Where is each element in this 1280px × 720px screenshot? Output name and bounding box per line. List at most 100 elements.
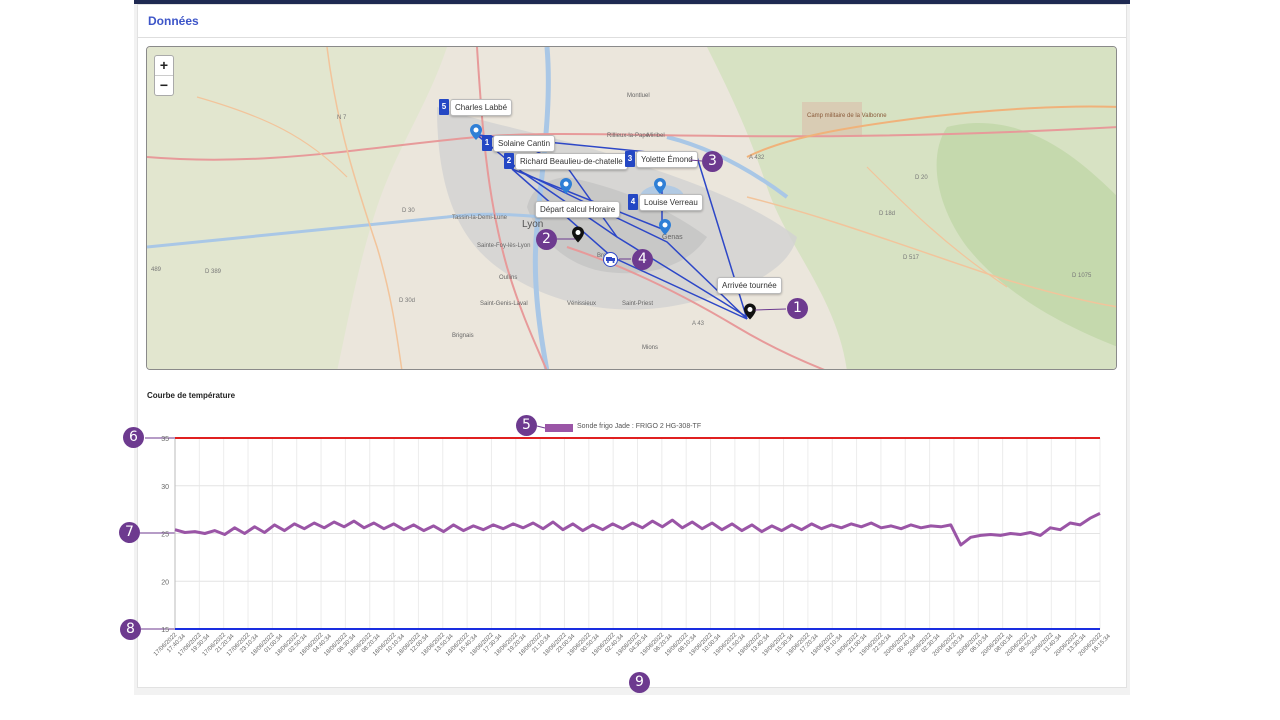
map-place-label: Bron	[597, 253, 610, 259]
y-tick-label: 15	[161, 627, 169, 634]
callout-9: 9	[629, 672, 650, 693]
stop-number-badge: 5	[439, 99, 449, 115]
map-place-label: Sainte-Foy-lès-Lyon	[477, 243, 530, 249]
stop-label[interactable]: Solaine Cantin	[493, 135, 556, 152]
map-place-label: Miribel	[647, 133, 665, 139]
temperature-chart: 15 20 25 30 35 17/06/202217:40:3417/06/202219…	[153, 436, 1112, 658]
y-tick-label: 25	[161, 532, 169, 539]
map-place-label: Tassin-la-Demi-Lune	[452, 215, 508, 221]
temperature-series-line	[174, 512, 1101, 547]
arrival-marker-icon[interactable]	[744, 303, 756, 320]
callout-1: 1	[787, 298, 808, 319]
map-road-label: A 432	[749, 155, 765, 161]
stop-number-badge: 4	[628, 194, 638, 210]
legend-swatch[interactable]	[545, 424, 573, 432]
y-tick-label: 30	[161, 484, 169, 491]
zoom-out-button[interactable]: −	[155, 75, 173, 95]
stop-label[interactable]: Louise Verreau	[639, 194, 703, 211]
map-place-label: Lyon	[522, 219, 543, 230]
stop-label[interactable]: Richard Beaulieu-de-chatelle	[515, 153, 628, 170]
map-road-label: D 1075	[1072, 273, 1092, 279]
map-place-label: Mions	[642, 345, 658, 351]
y-tick-label: 35	[161, 436, 169, 443]
zoom-in-button[interactable]: +	[159, 57, 169, 73]
map-road-label: 489	[151, 267, 162, 273]
map-place-label: Vénissieux	[567, 301, 596, 307]
map-place-label: Oullins	[499, 275, 517, 281]
map-marker-icon[interactable]	[560, 178, 572, 194]
callout-6: 6	[123, 427, 144, 448]
depart-label[interactable]: Départ calcul Horaire	[535, 201, 621, 218]
map-marker-icon[interactable]	[654, 178, 666, 194]
callout-8: 8	[120, 619, 141, 640]
card-title: Données	[148, 14, 199, 28]
truck-icon[interactable]	[603, 252, 618, 267]
map-road-label: N 7	[337, 115, 347, 121]
callout-5: 5	[516, 415, 537, 436]
map-marker-icon[interactable]	[470, 124, 482, 140]
stop-number-badge: 2	[504, 153, 514, 169]
chart-title: Courbe de température	[147, 391, 236, 400]
callout-7: 7	[119, 522, 140, 543]
map-road-label: D 30	[402, 208, 415, 214]
stop-label[interactable]: Charles Labbé	[450, 99, 513, 116]
stop-number-badge: 1	[482, 135, 492, 151]
callout-4: 4	[632, 249, 653, 270]
map-place-label: Montluel	[627, 93, 650, 99]
route-map[interactable]: Lyon Rillieux-la-Pape Genas Vénissieux S…	[146, 46, 1117, 370]
card-divider	[138, 37, 1126, 38]
map-road-label: D 30d	[399, 298, 415, 304]
callout-2: 2	[536, 229, 557, 250]
stop-number-badge: 3	[625, 151, 635, 167]
stop-label[interactable]: Yolette Émond	[636, 151, 698, 168]
map-road-label: A 43	[692, 321, 705, 327]
map-place-label: Brignais	[452, 333, 474, 339]
zoom-control: + −	[154, 55, 174, 96]
y-tick-label: 20	[161, 579, 169, 586]
legend-label[interactable]: Sonde frigo Jade : FRIGO 2 HG-308-TF	[577, 423, 702, 430]
map-road-label: D 20	[915, 175, 928, 181]
arrival-label[interactable]: Arrivée tournée	[717, 277, 782, 294]
top-bar	[134, 0, 1130, 4]
map-marker-icon[interactable]	[659, 219, 671, 235]
map-road-label: D 18d	[879, 211, 895, 217]
callout-3: 3	[702, 151, 723, 172]
map-road-label: D 517	[903, 255, 920, 261]
depart-marker-icon[interactable]	[572, 226, 584, 243]
map-road-label: D 389	[205, 269, 222, 275]
